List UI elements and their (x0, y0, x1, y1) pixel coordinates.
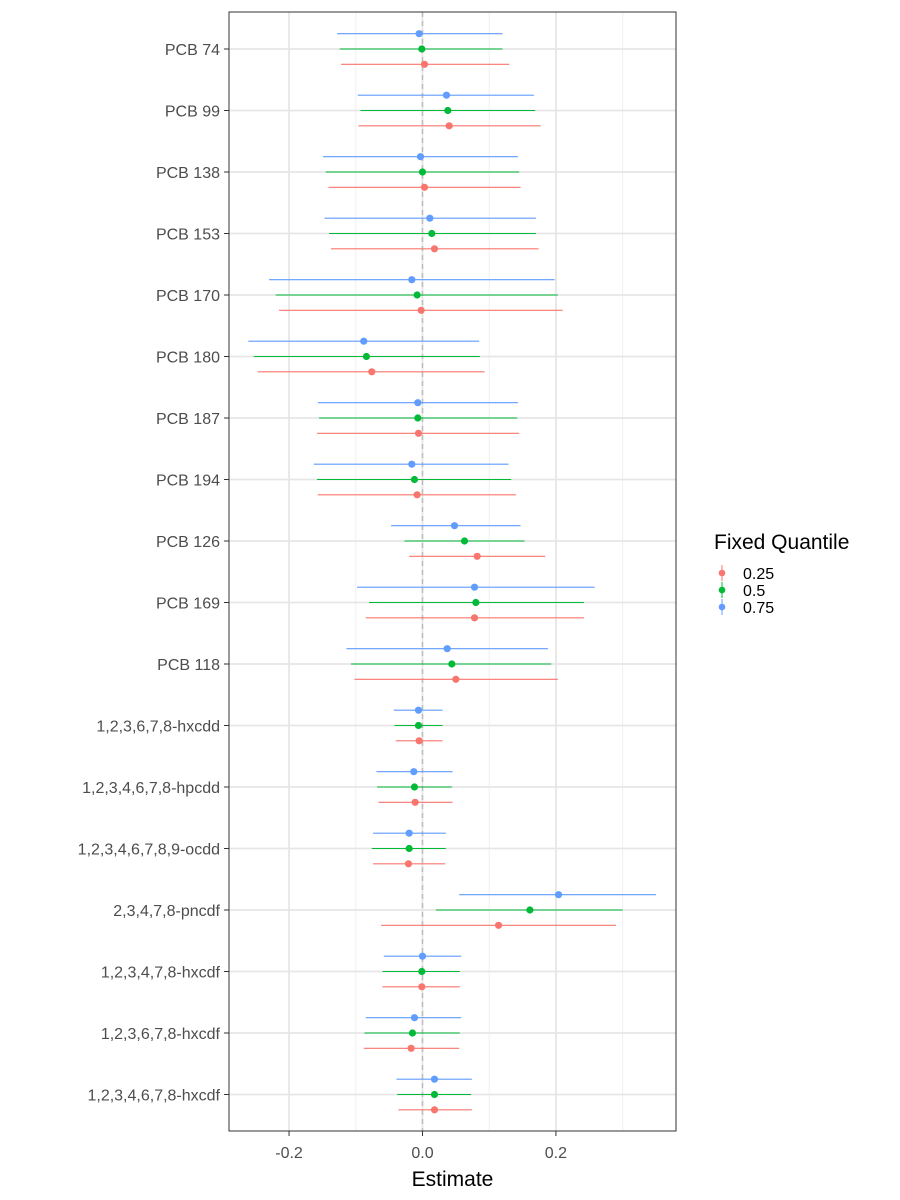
point-0.25-13 (404, 860, 413, 868)
point-0.5-1 (444, 106, 452, 115)
point-0.75-2 (416, 153, 425, 161)
point-0.25-9 (470, 614, 479, 622)
y-tick-label: PCB 169 (156, 596, 220, 613)
point-0.5-15 (418, 967, 426, 976)
legend-label-0.5: 0.5 (743, 583, 765, 600)
point-0.25-14 (494, 921, 503, 929)
point-0.5-16 (408, 1029, 417, 1037)
point-0.75-7 (408, 460, 416, 468)
point-0.25-15 (418, 983, 426, 991)
y-tick-label: PCB 138 (156, 165, 220, 182)
y-tick-label: 1,2,3,4,6,7,8-hpcdd (82, 780, 220, 797)
legend-label-0.75: 0.75 (743, 600, 774, 617)
point-0.75-15 (418, 952, 427, 960)
point-0.5-6 (414, 414, 422, 422)
point-0.5-7 (410, 475, 419, 484)
point-0.75-9 (470, 583, 479, 591)
y-tick-label: PCB 194 (156, 473, 220, 490)
point-0.25-5 (368, 368, 376, 376)
legend: Fixed Quantile 0.250.50.75 (714, 531, 849, 617)
point-0.25-6 (414, 429, 423, 437)
y-tick-label: 1,2,3,4,6,7,8,9-ocdd (78, 842, 220, 859)
point-0.25-10 (452, 675, 460, 683)
x-tick-label: 0.0 (411, 1145, 433, 1162)
point-0.5-17 (430, 1090, 439, 1099)
point-0.75-12 (410, 768, 418, 776)
plot-marks (248, 30, 656, 1114)
point-0.5-8 (460, 537, 469, 545)
point-0.75-4 (408, 276, 416, 284)
point-0.5-13 (405, 844, 413, 853)
plot-panel (229, 12, 676, 1131)
x-tick-label: -0.2 (275, 1145, 303, 1162)
point-0.75-11 (414, 706, 423, 714)
point-0.25-12 (411, 798, 419, 806)
point-0.25-16 (407, 1044, 415, 1052)
y-tick-label: 1,2,3,4,6,7,8-hxcdf (87, 1088, 220, 1105)
point-0.5-12 (410, 783, 419, 791)
y-tick-label: PCB 153 (156, 227, 220, 244)
point-0.75-0 (415, 30, 423, 38)
point-0.5-3 (428, 229, 436, 238)
point-0.5-9 (472, 598, 480, 607)
y-tick-label: PCB 118 (157, 657, 220, 674)
y-axis: PCB 74 PCB 99 PCB 138 PCB 153 PCB 170 PCB 180… (78, 42, 229, 1105)
point-0.5-5 (362, 352, 371, 361)
point-0.75-3 (426, 214, 434, 222)
y-tick-label: 2,3,4,7,8-pncdf (113, 903, 220, 920)
series-0.25 (257, 60, 616, 1114)
x-tick-label: 0.2 (545, 1145, 567, 1162)
point-0.75-1 (442, 91, 451, 99)
point-0.5-11 (414, 721, 423, 730)
point-0.75-10 (443, 645, 451, 653)
legend-key-point-0.75 (718, 603, 726, 611)
point-0.75-5 (360, 337, 368, 345)
series-0.75 (248, 30, 656, 1083)
point-0.25-2 (420, 183, 429, 191)
point-0.5-10 (448, 660, 456, 668)
point-0.5-4 (413, 291, 421, 299)
point-0.75-17 (430, 1075, 439, 1083)
point-0.75-8 (450, 522, 459, 530)
x-axis: -0.2 0.0 0.2 (275, 1131, 567, 1162)
x-axis-title: Estimate (412, 1168, 494, 1191)
legend-key-point-0.5 (718, 586, 726, 594)
y-tick-label: 1,2,3,4,7,8-hxcdf (101, 965, 221, 982)
series-0.5 (253, 45, 623, 1099)
y-tick-label: 1,2,3,6,7,8-hxcdf (101, 1026, 221, 1043)
y-tick-label: 1,2,3,6,7,8-hxcdd (96, 719, 220, 736)
y-tick-label: PCB 99 (165, 104, 220, 121)
point-0.25-8 (473, 552, 481, 560)
legend-label-0.25: 0.25 (743, 566, 774, 583)
y-tick-label: PCB 74 (165, 42, 220, 59)
point-0.25-17 (430, 1106, 439, 1114)
point-0.25-7 (413, 491, 421, 499)
point-0.5-14 (526, 906, 534, 914)
point-0.5-2 (418, 168, 427, 176)
point-0.75-14 (554, 891, 563, 899)
point-0.25-1 (445, 122, 453, 130)
legend-title: Fixed Quantile (714, 531, 849, 554)
point-0.75-6 (414, 399, 422, 407)
y-tick-label: PCB 187 (156, 411, 220, 428)
panel-border (228, 11, 677, 1132)
point-0.5-0 (418, 45, 426, 53)
y-tick-label: PCB 170 (156, 288, 220, 305)
point-0.25-3 (430, 245, 439, 253)
y-tick-label: PCB 126 (156, 534, 220, 551)
point-0.25-11 (415, 737, 423, 745)
panel-background (229, 12, 676, 1131)
point-0.75-16 (410, 1014, 419, 1022)
point-0.25-4 (417, 306, 425, 314)
legend-key-point-0.25 (718, 569, 726, 577)
point-0.25-0 (420, 60, 429, 68)
y-tick-label: PCB 180 (156, 350, 220, 367)
point-0.75-13 (405, 829, 413, 837)
